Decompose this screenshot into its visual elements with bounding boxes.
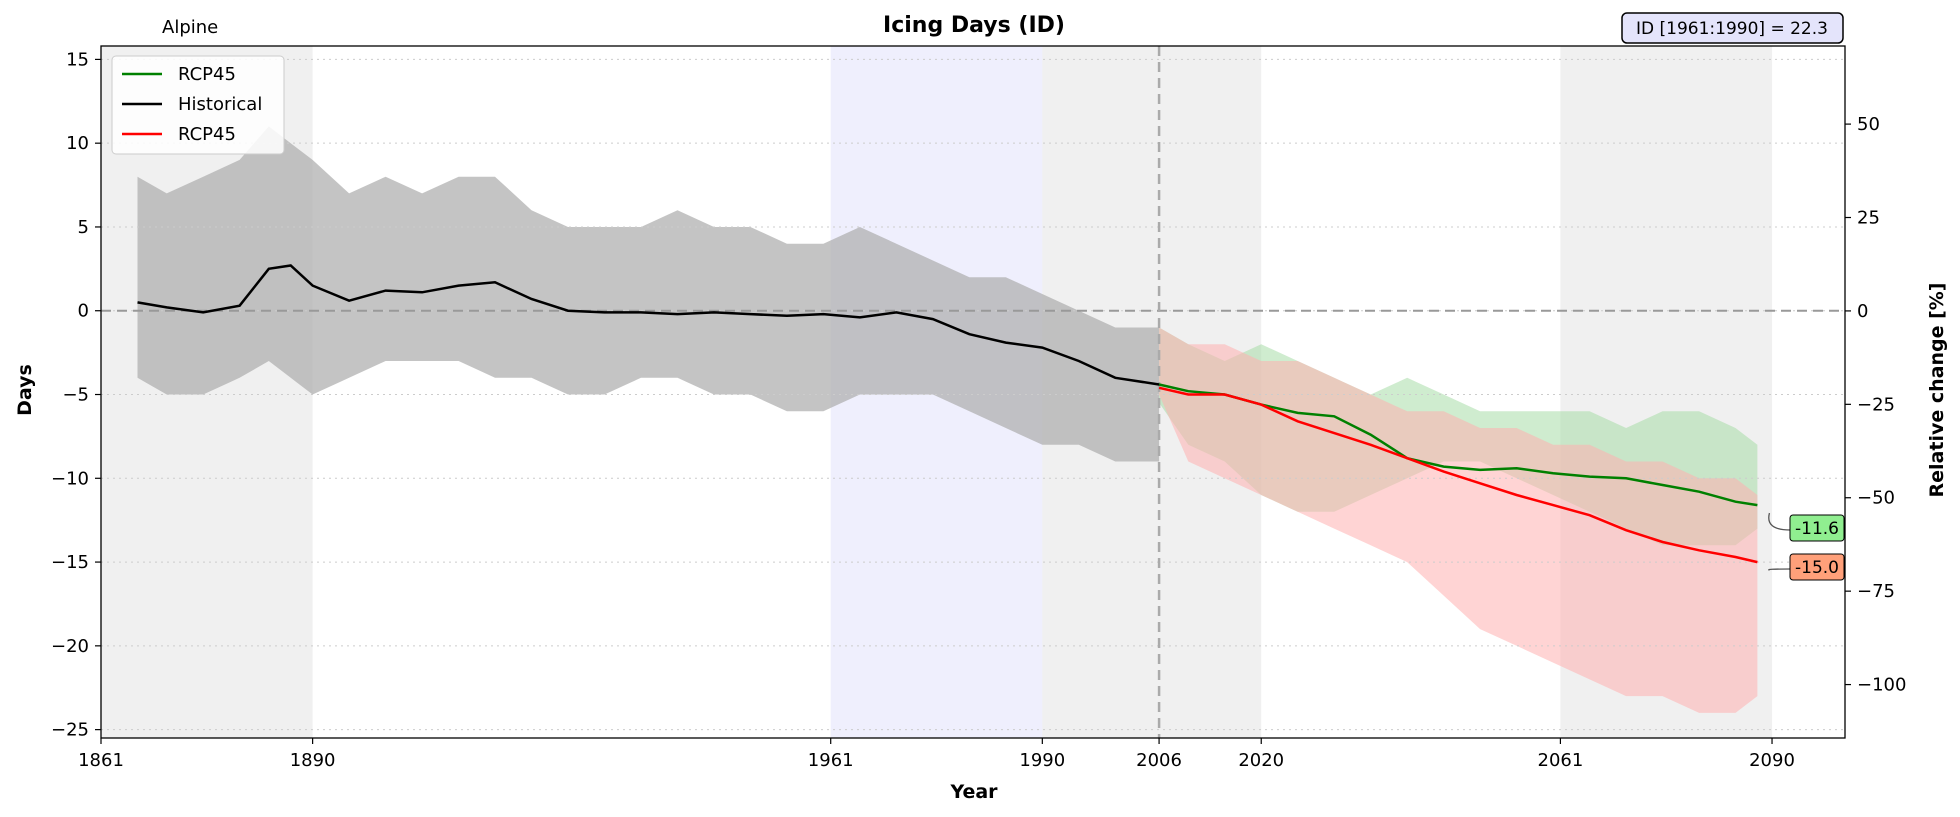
- baseline-box-text: ID [1961:1990] = 22.3: [1636, 19, 1828, 39]
- ticks: 1861 1890 1961 1990 2006 2020 2061 2090151050−5…: [51, 49, 1906, 771]
- end-label-box-0: [1789, 514, 1845, 542]
- x-tick-label-0: 1861: [78, 750, 124, 771]
- chart-title: Icing Days (ID): [883, 13, 1065, 38]
- plot-frame: [100, 45, 1846, 739]
- series-line-2: [1158, 386, 1758, 564]
- y2-tick-label-5: −75: [1857, 581, 1895, 602]
- legend: RCP45 Historical RCP45: [111, 55, 285, 155]
- grid-lines: [101, 46, 1845, 738]
- y-tick-label-6: −15: [51, 552, 89, 573]
- y2-tick-label-0: 50: [1857, 114, 1880, 135]
- x-tick-label-3: 1990: [1019, 750, 1065, 771]
- end-label-arrow-0: [1768, 512, 1791, 531]
- series-lines: [137, 264, 1758, 564]
- y-axis-label: Days: [14, 364, 36, 416]
- y2-tick-label-3: −25: [1857, 394, 1895, 415]
- end-labels: -11.6 -15.0: [1768, 512, 1845, 581]
- axes: [100, 45, 1846, 739]
- legend-box: [111, 55, 285, 155]
- y2-tick-label-2: 0: [1857, 301, 1868, 322]
- x-axis-label: Year: [949, 781, 998, 803]
- region-label: Alpine: [162, 17, 218, 38]
- legend-label-2: RCP45: [178, 124, 236, 145]
- y-tick-label-3: 0: [78, 301, 89, 322]
- end-label-2: -15.0: [1795, 558, 1839, 578]
- y-tick-label-1: 10: [66, 133, 89, 154]
- legend-label-1: Historical: [178, 94, 262, 115]
- y-tick-label-4: −5: [62, 385, 89, 406]
- end-label-arrow-2: [1768, 568, 1791, 571]
- x-tick-label-1: 1890: [290, 750, 336, 771]
- series-line-1: [137, 264, 1160, 386]
- y-tick-label-7: −20: [51, 636, 89, 657]
- x-tick-label-2: 1961: [808, 750, 854, 771]
- y-tick-label-5: −10: [51, 468, 89, 489]
- y2-axis-label: Relative change [%]: [1926, 283, 1948, 498]
- y2-tick-label-1: 25: [1857, 208, 1880, 229]
- baseline-box: ID [1961:1990] = 22.3: [1621, 12, 1844, 44]
- y2-tick-label-6: −100: [1857, 675, 1906, 696]
- end-label-0: -11.6: [1795, 519, 1839, 539]
- y-tick-label-8: −25: [51, 720, 89, 741]
- x-tick-label-5: 2020: [1238, 750, 1284, 771]
- legend-label-0: RCP45: [178, 64, 236, 85]
- end-label-box-2: [1789, 553, 1845, 581]
- y-tick-label-2: 5: [78, 217, 89, 238]
- y2-tick-label-4: −50: [1857, 488, 1895, 509]
- x-tick-label-4: 2006: [1136, 750, 1182, 771]
- x-tick-label-6: 2061: [1538, 750, 1584, 771]
- x-tick-label-7: 2090: [1749, 750, 1795, 771]
- band-1: [137, 126, 1160, 462]
- y-tick-label-0: 15: [66, 49, 89, 70]
